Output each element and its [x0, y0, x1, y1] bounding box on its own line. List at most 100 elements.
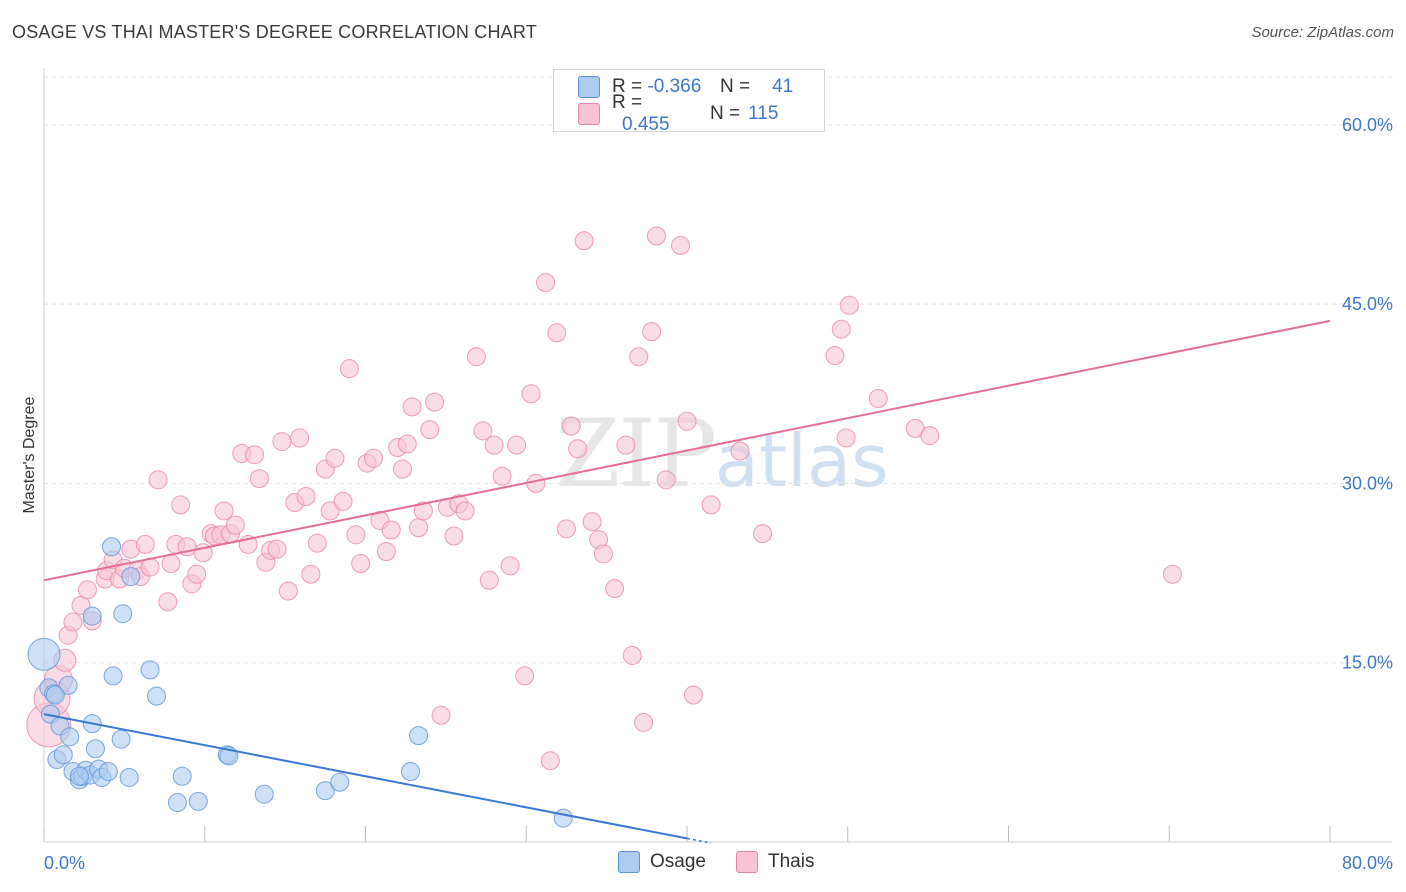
thai-point — [420, 420, 440, 440]
thai-point — [413, 501, 433, 521]
thai-point — [77, 580, 97, 600]
thai-point — [656, 470, 676, 490]
y-tick-label: 15.0% — [1342, 653, 1393, 673]
thai-point — [473, 421, 493, 441]
series-legend-osage[interactable]: Osage — [618, 851, 706, 873]
thai-point — [492, 466, 512, 486]
x-tick-label: 0.0% — [44, 853, 85, 873]
thai-point — [634, 712, 654, 732]
osage-point — [102, 537, 122, 557]
thai-point — [320, 501, 340, 521]
thai-point — [616, 435, 636, 455]
thai-point — [364, 448, 384, 468]
thai-point — [333, 491, 353, 511]
thai-point — [536, 273, 556, 293]
thai-point — [249, 469, 269, 489]
series-label-osage: Osage — [650, 851, 706, 872]
series-swatch-thais — [735, 851, 758, 873]
legend-r-osage: R = -0.366 — [612, 76, 702, 97]
thai-point — [296, 487, 316, 507]
osage-point — [60, 727, 80, 747]
thai-point — [839, 295, 859, 315]
thai-point — [521, 384, 541, 404]
thai-point — [568, 439, 588, 459]
thai-point — [547, 323, 567, 343]
thai-point — [245, 445, 265, 465]
osage-point — [315, 781, 335, 801]
osage-trend-line — [43, 713, 688, 840]
y-tick-label: 60.0% — [1342, 115, 1393, 135]
thai-point — [574, 231, 594, 251]
thai-point — [409, 518, 429, 538]
thai-point — [642, 322, 662, 342]
thai-point — [214, 501, 234, 521]
legend-r-thais: R = 0.455 — [612, 92, 670, 135]
series-label-thais: Thais — [767, 851, 815, 872]
thai-point — [526, 473, 546, 493]
thai-point — [381, 520, 401, 540]
legend-swatch-osage — [578, 76, 600, 98]
osage-point — [553, 808, 573, 828]
thai-point — [161, 553, 181, 573]
osage-point — [85, 739, 105, 759]
thai-point — [836, 428, 856, 448]
thai-point — [730, 441, 750, 461]
thai-point — [225, 515, 245, 535]
osage-point — [147, 686, 167, 706]
thai-point — [500, 556, 520, 576]
thai-point — [272, 432, 292, 452]
thai-point — [135, 534, 155, 554]
osage-point — [45, 685, 65, 705]
thai-point — [346, 525, 366, 545]
thai-point — [455, 501, 475, 521]
legend-row-osage: R = -0.366 N = 41 — [578, 75, 793, 99]
thai-point — [629, 347, 649, 367]
osage-point — [111, 729, 131, 749]
thai-point — [825, 346, 845, 366]
osage-point — [167, 793, 187, 813]
thai-point — [622, 646, 642, 666]
osage-point — [188, 791, 208, 811]
series-swatch-osage — [618, 851, 640, 873]
osage-point — [82, 606, 102, 626]
osage-point — [119, 767, 139, 787]
osage-point — [58, 675, 78, 695]
series-legend-thais[interactable]: Thais — [735, 851, 815, 873]
thai-point — [920, 426, 940, 446]
thai-point — [561, 416, 581, 436]
thai-point — [605, 579, 625, 599]
thai-point — [683, 685, 703, 705]
thai-point — [392, 459, 412, 479]
thai-point — [290, 428, 310, 448]
thai-point — [397, 434, 417, 454]
osage-point — [121, 567, 141, 587]
thai-point — [278, 581, 298, 601]
thai-point — [479, 570, 499, 590]
thai-point — [593, 544, 613, 564]
thai-point — [753, 524, 773, 544]
thai-point — [187, 564, 207, 584]
thai-point — [515, 666, 535, 686]
legend-n-osage: N = 41 — [720, 76, 794, 97]
osage-point — [113, 604, 133, 624]
thai-point — [646, 226, 666, 246]
thai-point — [171, 495, 191, 515]
legend-swatch-thais — [578, 103, 600, 125]
osage-point — [254, 784, 274, 804]
stats-legend: R = -0.366 N = 41 R = 0.455 N = 115 — [553, 69, 825, 135]
thai-point — [466, 347, 486, 367]
thai-point — [351, 553, 371, 573]
thai-point — [677, 411, 697, 431]
osage-point — [401, 761, 421, 781]
series-legend: Osage Thais — [618, 851, 844, 873]
thai-point — [1162, 564, 1182, 584]
thai-point — [325, 448, 345, 468]
thai-point — [339, 359, 359, 379]
thai-point — [63, 612, 83, 632]
thai-point — [431, 705, 451, 725]
thai-point — [301, 564, 321, 584]
thai-point — [148, 470, 168, 490]
chart-title: OSAGE VS THAI MASTER'S DEGREE CORRELATIO… — [12, 22, 537, 42]
osage-point — [69, 766, 89, 786]
